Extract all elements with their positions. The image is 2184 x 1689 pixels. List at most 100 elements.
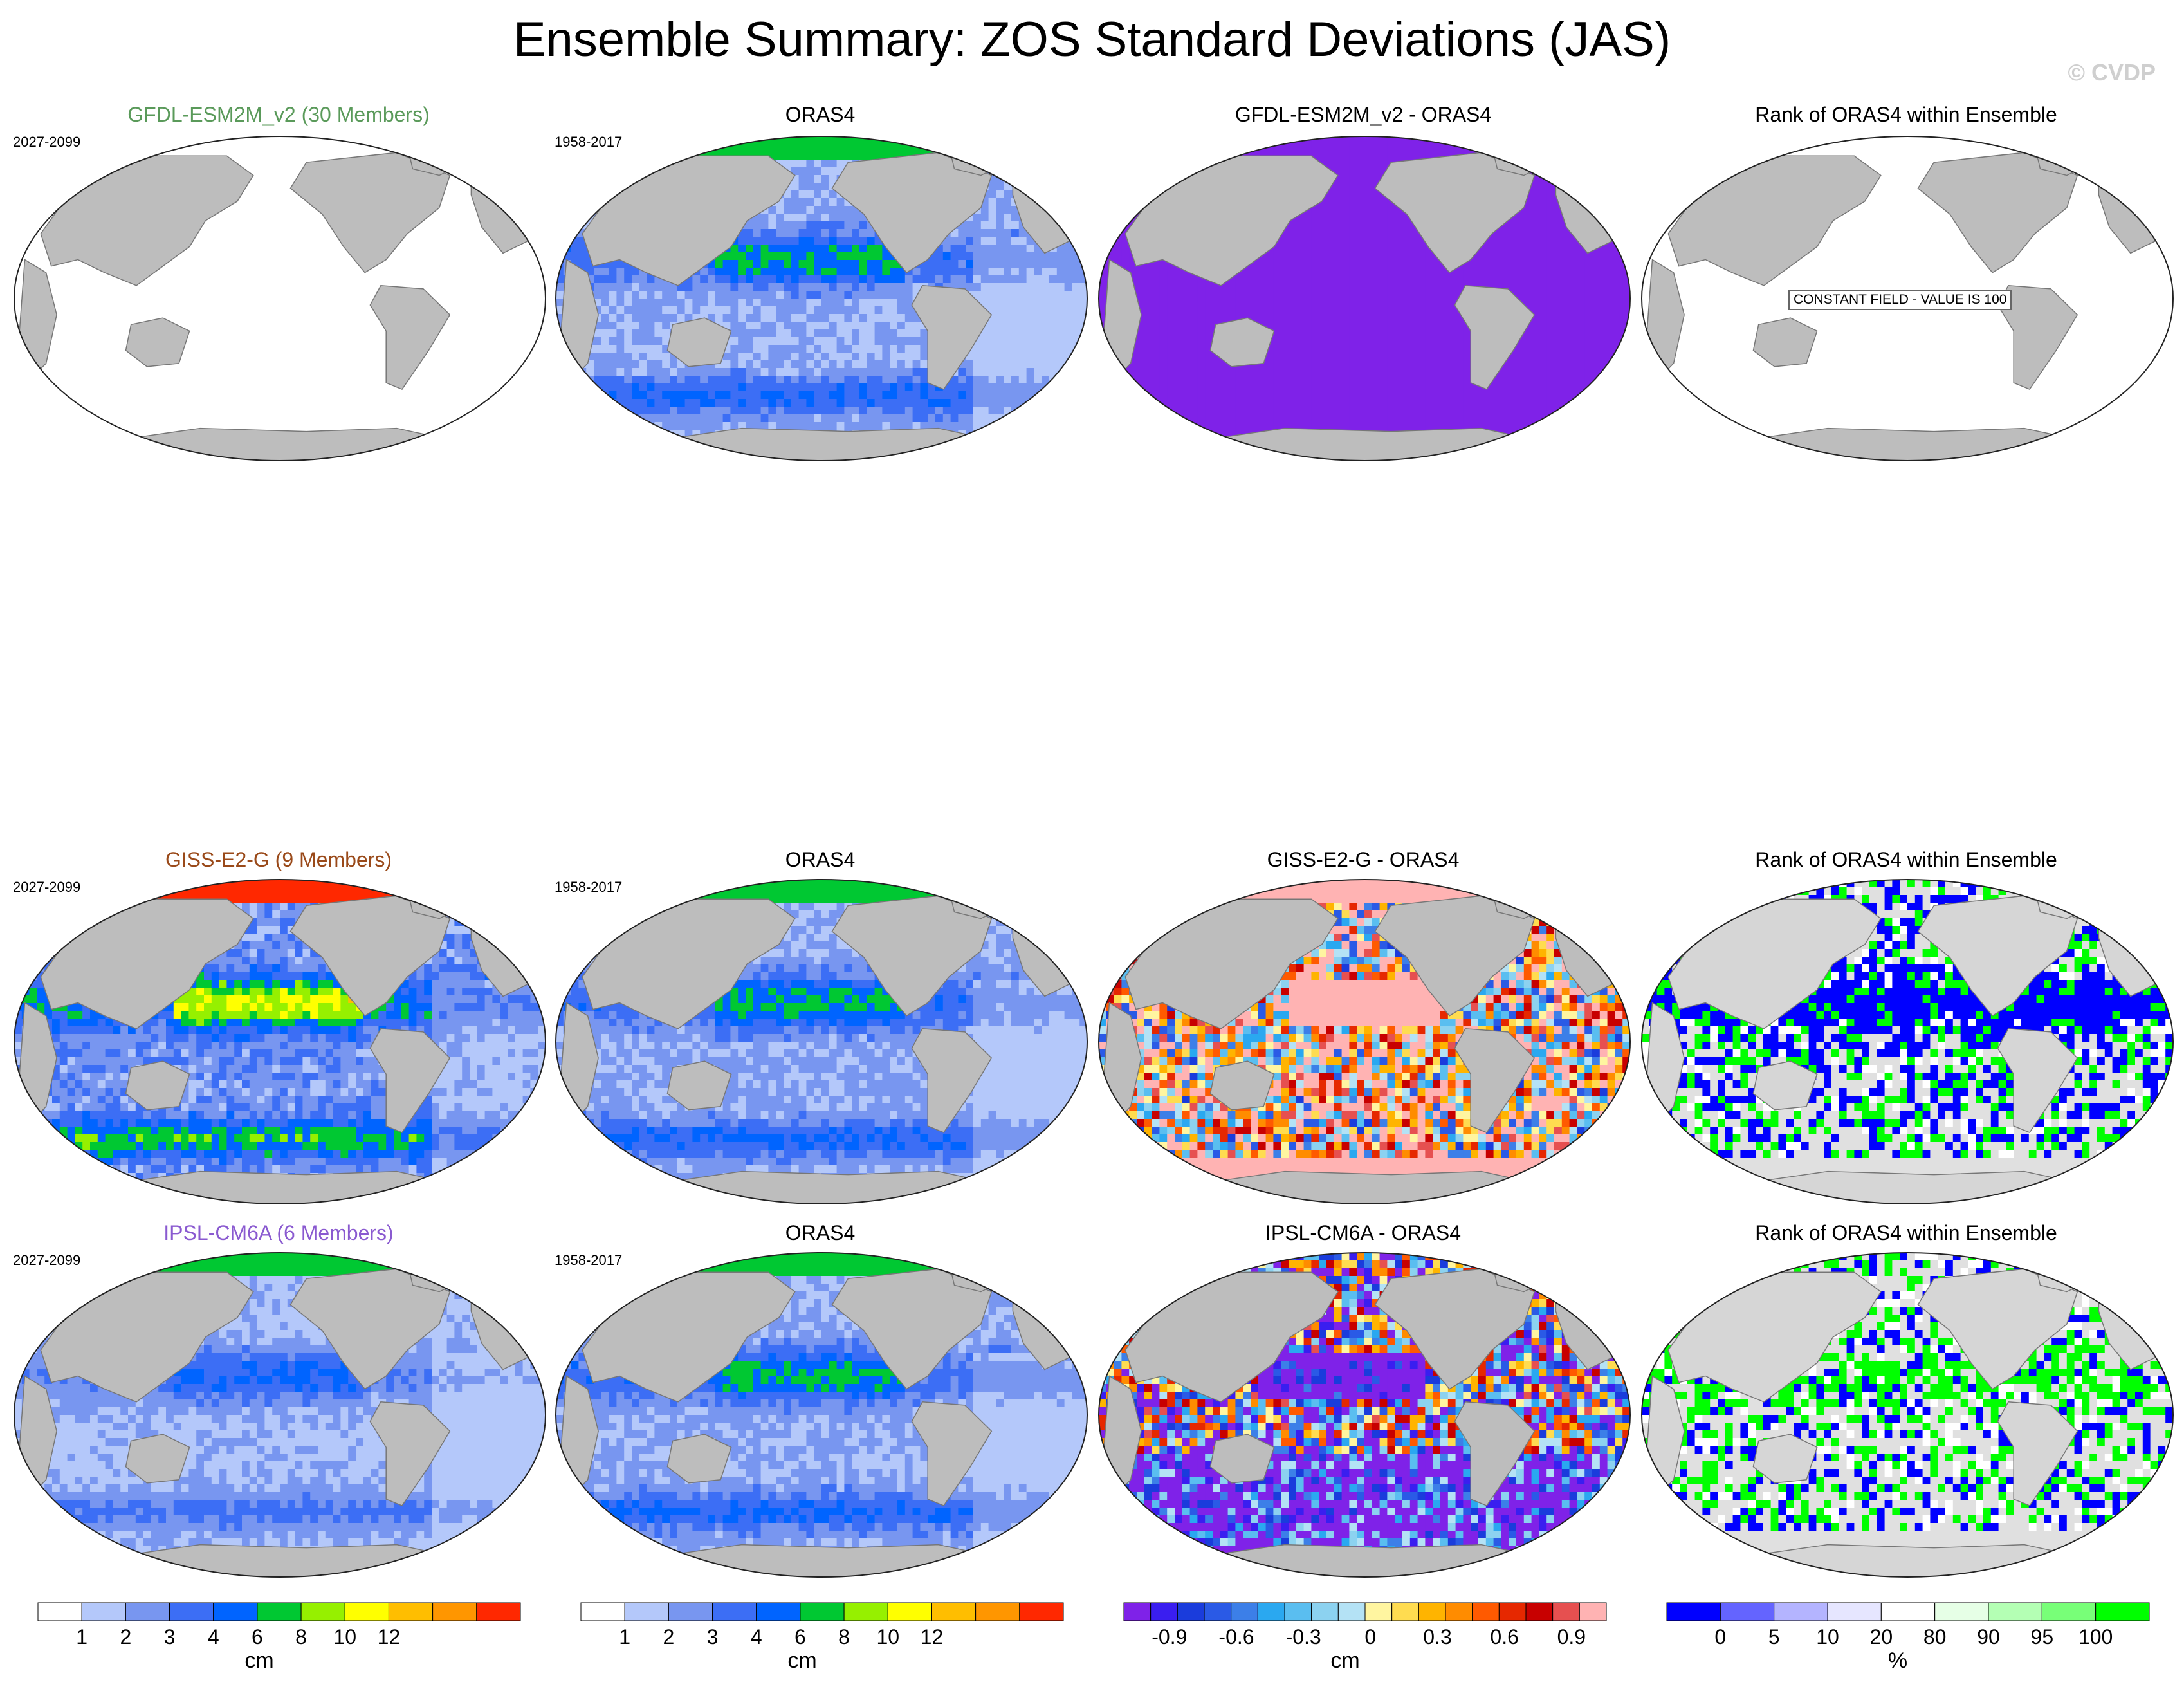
colorbar-tick-label: 10 bbox=[333, 1625, 356, 1649]
colorbar-tick-label: 6 bbox=[252, 1625, 263, 1649]
period-label: 1958-2017 bbox=[555, 1252, 622, 1269]
colorbar-swatch bbox=[580, 1602, 625, 1621]
colorbar-unit-label: cm bbox=[244, 1648, 273, 1674]
colorbar-swatch bbox=[1498, 1602, 1527, 1621]
colorbar-swatch bbox=[37, 1602, 82, 1621]
period-label: 2027-2099 bbox=[13, 879, 80, 896]
south-america-landmass bbox=[1997, 285, 2078, 391]
colorbar-tick-label: 0.9 bbox=[1557, 1625, 1586, 1649]
colorbar-swatch bbox=[388, 1602, 434, 1621]
australia-landmass bbox=[1752, 317, 1818, 367]
colorbar-tick-label: 1 bbox=[619, 1625, 630, 1649]
map-border bbox=[1641, 136, 2174, 461]
colorbar-unit-label: cm bbox=[787, 1648, 816, 1674]
map-model-row2 bbox=[14, 879, 546, 1204]
south-america-landmass bbox=[911, 1028, 993, 1134]
colorbar-swatch bbox=[81, 1602, 126, 1621]
colorbar-tick-label: 2 bbox=[663, 1625, 674, 1649]
colorbar-swatch bbox=[476, 1602, 521, 1621]
map-border bbox=[555, 136, 1088, 461]
colorbar-swatch bbox=[213, 1602, 258, 1621]
australia-landmass bbox=[125, 317, 190, 367]
panel-title-diff: GISS-E2-G - ORAS4 bbox=[1097, 848, 1629, 872]
south-america-landmass bbox=[369, 1401, 451, 1507]
map-model-row1 bbox=[14, 136, 546, 461]
australia-landmass bbox=[666, 317, 732, 367]
colorbar-std-obs bbox=[580, 1602, 1064, 1621]
asia-landmass bbox=[40, 1271, 254, 1403]
period-label: 1958-2017 bbox=[555, 879, 622, 896]
colorbar-swatch bbox=[931, 1602, 977, 1621]
map-border bbox=[1098, 879, 1631, 1204]
colorbar-swatch bbox=[800, 1602, 845, 1621]
colorbar-tick-label: 8 bbox=[838, 1625, 850, 1649]
panel-title-obs: ORAS4 bbox=[555, 1221, 1086, 1245]
colorbar-swatch bbox=[756, 1602, 801, 1621]
period-label: 2027-2099 bbox=[13, 134, 80, 151]
australia-landmass bbox=[125, 1434, 190, 1484]
map-border bbox=[1098, 1252, 1631, 1578]
colorbar-swatch bbox=[257, 1602, 302, 1621]
colorbar-swatch bbox=[975, 1602, 1020, 1621]
colorbar-swatch bbox=[1472, 1602, 1500, 1621]
map-obs-row3 bbox=[555, 1252, 1088, 1578]
map-border bbox=[14, 1252, 546, 1578]
panel-title-rank: Rank of ORAS4 within Ensemble bbox=[1640, 103, 2172, 127]
map-diff-row1 bbox=[1098, 136, 1631, 461]
map-obs-row1 bbox=[555, 136, 1088, 461]
asia-landmass bbox=[40, 898, 254, 1029]
colorbar-tick-label: 0.3 bbox=[1423, 1625, 1451, 1649]
colorbar-swatch bbox=[125, 1602, 170, 1621]
south-america-landmass bbox=[1997, 1401, 2078, 1507]
constant-field-note: CONSTANT FIELD - VALUE IS 100 bbox=[1788, 290, 2012, 310]
colorbar-swatch bbox=[1364, 1602, 1393, 1621]
colorbar-std-model bbox=[37, 1602, 521, 1621]
asia-landmass bbox=[582, 898, 796, 1029]
asia-landmass bbox=[1124, 898, 1339, 1029]
map-border bbox=[1641, 879, 2174, 1204]
colorbar-swatch bbox=[1284, 1602, 1312, 1621]
asia-landmass bbox=[1667, 898, 1882, 1029]
colorbar-tick-label: 3 bbox=[164, 1625, 176, 1649]
colorbar-swatch bbox=[1445, 1602, 1473, 1621]
colorbar-swatch bbox=[1827, 1602, 1882, 1621]
colorbar-swatch bbox=[1311, 1602, 1339, 1621]
colorbar-swatch bbox=[1579, 1602, 1607, 1621]
panel-title-model: IPSL-CM6A (6 Members) bbox=[13, 1221, 544, 1245]
map-diff-row3 bbox=[1098, 1252, 1631, 1578]
asia-landmass bbox=[40, 155, 254, 286]
south-america-landmass bbox=[911, 285, 993, 391]
colorbar-tick-label: 10 bbox=[876, 1625, 899, 1649]
colorbar-swatch bbox=[1934, 1602, 1989, 1621]
colorbar-swatch bbox=[1231, 1602, 1258, 1621]
map-border bbox=[555, 879, 1088, 1204]
colorbar-swatch bbox=[1720, 1602, 1775, 1621]
australia-landmass bbox=[1209, 1060, 1275, 1111]
australia-landmass bbox=[125, 1060, 190, 1111]
colorbar-swatch bbox=[1880, 1602, 1936, 1621]
panel-title-diff: IPSL-CM6A - ORAS4 bbox=[1097, 1221, 1629, 1245]
colorbar-diff bbox=[1123, 1602, 1607, 1621]
colorbar-tick-label: 0.6 bbox=[1490, 1625, 1518, 1649]
colorbar-swatch bbox=[2041, 1602, 2097, 1621]
map-border bbox=[555, 1252, 1088, 1578]
asia-landmass bbox=[1124, 155, 1339, 286]
south-america-landmass bbox=[911, 1401, 993, 1507]
colorbar-swatch bbox=[1418, 1602, 1446, 1621]
colorbar-swatch bbox=[1123, 1602, 1152, 1621]
colorbar-swatch bbox=[432, 1602, 477, 1621]
colorbar-swatch bbox=[624, 1602, 669, 1621]
colorbar-tick-label: 20 bbox=[1870, 1625, 1893, 1649]
copyright-label: © CVDP bbox=[2068, 59, 2156, 86]
asia-landmass bbox=[1124, 1271, 1339, 1403]
colorbar-tick-label: 95 bbox=[2031, 1625, 2054, 1649]
colorbar-tick-label: -0.9 bbox=[1152, 1625, 1187, 1649]
colorbar-swatch bbox=[1257, 1602, 1285, 1621]
colorbar-swatch bbox=[1552, 1602, 1580, 1621]
australia-landmass bbox=[666, 1434, 732, 1484]
colorbar-swatch bbox=[1204, 1602, 1232, 1621]
colorbar-swatch bbox=[1150, 1602, 1178, 1621]
asia-landmass bbox=[1667, 1271, 1882, 1403]
colorbar-tick-label: 5 bbox=[1768, 1625, 1780, 1649]
map-border bbox=[14, 136, 546, 461]
